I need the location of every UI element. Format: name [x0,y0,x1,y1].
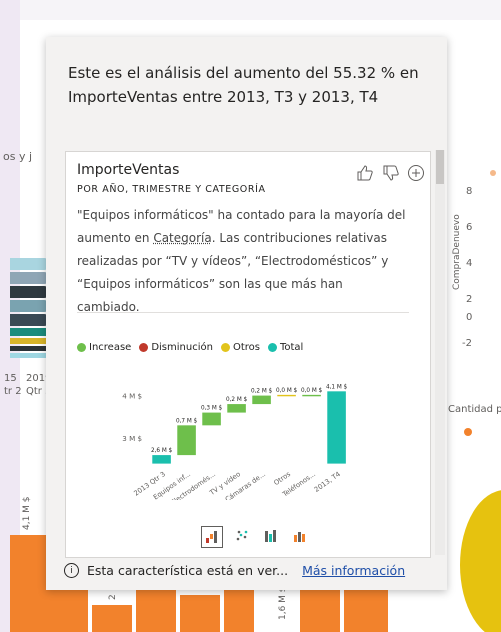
bg-bar [224,590,254,632]
bg-bar [92,605,132,632]
waterfall-bar[interactable] [177,425,196,456]
y-tick-label: 4 M $ [122,391,142,400]
thumbs-up-icon[interactable] [356,164,374,182]
legend-swatch [220,343,230,352]
bg-tick: 6 [466,222,473,233]
panel-title: Este es el análisis del aumento del 55.3… [68,64,419,106]
bg-quarter-label: Qtr 3 [26,386,52,397]
bg-bar [180,595,220,632]
bg-bar-value: 2 [108,594,118,600]
legend-swatch [267,343,277,352]
insights-panel: Este es el análisis del aumento del 55.3… [46,37,447,590]
insight-explanation: "Equipos informáticos" ha contado para l… [77,204,409,319]
stacked-chart-icon[interactable] [290,526,310,546]
explanation-text: "Equipos informáticos" ha contado para l… [77,208,406,245]
legend-item-increase: Increase [77,342,131,353]
legend-label: Increase [89,342,132,353]
preview-footer: i Esta característica está en ver... Más… [64,563,405,578]
legend-label: Disminución [151,342,213,353]
bg-bar-value: 1,6 M $ [278,586,288,620]
data-label: 0,7 M $ [176,418,198,424]
data-label: 0,0 M $ [301,388,323,394]
plus-circle-icon[interactable] [407,164,425,182]
bg-ribbon [10,338,50,344]
legend-label: Otros [232,342,260,353]
legend-label: Total [279,342,304,353]
data-label: 0,3 M $ [201,406,223,412]
bg-ribbon [10,286,50,298]
chart-legend: Increase Disminución Otros Total [77,342,303,353]
bg-ribbon [10,314,50,326]
scatter-chart-icon[interactable] [232,526,252,546]
bg-bar [300,590,340,632]
bg-quarter-label: tr 2 [4,386,22,397]
bg-tick: 8 [466,186,473,197]
data-label: 0,0 M $ [276,388,298,394]
legend-item-decrease: Disminución [139,342,213,353]
insight-card[interactable]: ImporteVentas POR AÑO, TRIMESTRE Y CATEG… [65,151,431,558]
bg-ribbon [10,346,50,351]
bg-axis-label: Cantidad po [448,404,501,415]
x-category-label: Otros [272,470,292,487]
scrollbar-thumb[interactable] [436,150,444,184]
bg-tick: 2 [466,294,473,305]
bg-bar [136,590,176,632]
category-field-link[interactable]: Categoría [153,231,212,245]
bg-bar [10,535,46,632]
x-category-label: 2013, T4 [313,470,342,494]
divider [77,312,409,313]
y-tick-label: 3 M $ [122,434,142,443]
bg-ribbon [10,300,50,312]
bg-ribbon [10,353,50,358]
waterfall-bar[interactable] [252,395,271,405]
panel-scrollbar[interactable] [435,150,445,555]
legend-item-total: Total [267,342,304,353]
bg-scatter-point [464,428,472,436]
data-label: 2,6 M $ [151,448,173,454]
card-title: ImporteVentas [77,162,180,178]
waterfall-chart[interactable]: 4 M $3 M $2,6 M $2013 Qtr 30,7 M $Equipo… [66,350,430,500]
preview-notice: Esta característica está en ver... [87,563,289,578]
data-label: 0,2 M $ [251,389,273,395]
chart-type-switcher [201,526,310,548]
bg-scatter-point [490,170,496,176]
bg-tick: 4 [466,258,473,269]
waterfall-bar[interactable] [302,394,321,397]
bg-year-label: 2019 [26,373,52,384]
bg-bar-value: 4,1 M $ [22,496,32,530]
waterfall-bar[interactable] [227,404,246,413]
waterfall-bar[interactable] [152,455,171,464]
bg-ribbon [10,328,50,336]
data-label: 0,2 M $ [226,397,248,403]
card-subtitle: POR AÑO, TRIMESTRE Y CATEGORÍA [77,184,266,195]
waterfall-bar[interactable] [202,412,221,426]
explanation-text: . Las contribuciones relativas realizada… [77,231,389,314]
legend-swatch [77,343,86,352]
data-label: 4,1 M $ [326,384,348,390]
waterfall-bar[interactable] [277,394,296,397]
legend-item-other: Otros [220,342,260,353]
bg-ribbon [10,258,50,270]
bg-year-label: 15 [4,373,17,384]
bg-ribbon [10,272,50,284]
bg-fragment-text: os y j [3,150,33,163]
bg-bar [344,590,388,632]
more-info-link[interactable]: Más información [302,563,406,578]
waterfall-bar[interactable] [327,391,346,464]
bg-bar [46,590,88,632]
bg-tick: -2 [462,338,472,349]
column-chart-icon[interactable] [261,526,281,546]
waterfall-chart-icon[interactable] [201,526,223,548]
thumbs-down-icon[interactable] [382,164,400,182]
info-icon: i [64,563,79,578]
bg-tick: 0 [466,312,473,323]
bg-axis-title: CompraDenuevo [452,214,462,290]
legend-swatch [139,343,149,352]
